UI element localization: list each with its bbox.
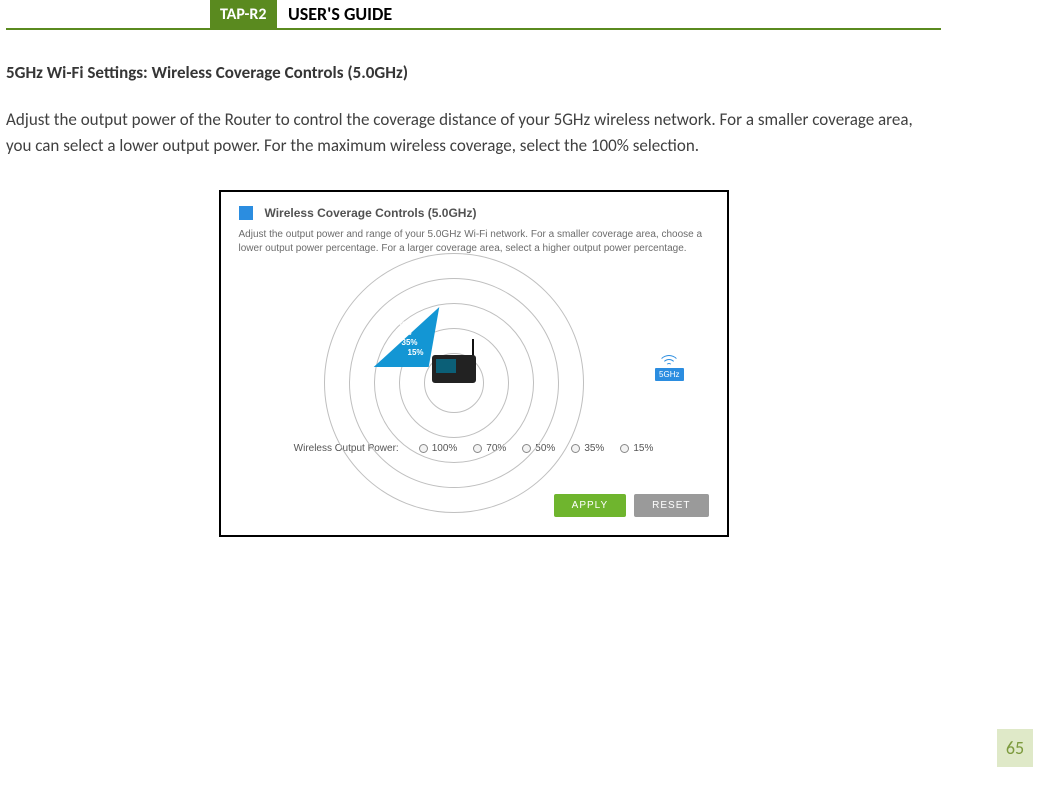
section-body: Adjust the output power of the Router to… — [6, 107, 941, 158]
page-number: 65 — [1006, 737, 1024, 759]
reset-button[interactable]: RESET — [634, 494, 708, 517]
router-body-icon — [432, 355, 476, 383]
output-power-option[interactable]: 35% — [571, 443, 604, 454]
radio-option-label: 35% — [584, 443, 604, 454]
router-icon — [428, 339, 480, 383]
coverage-wedge-labels: 100% 70% 50% 35% 15% — [384, 309, 424, 357]
wifi-icon — [658, 348, 680, 366]
panel-description: Adjust the output power and range of you… — [239, 228, 709, 255]
settings-panel: Wireless Coverage Controls (5.0GHz) Adju… — [219, 190, 729, 537]
page-header: TAP-R2 USER'S GUIDE — [0, 0, 1041, 32]
apply-button[interactable]: APPLY — [554, 494, 627, 517]
content-area: 5GHz Wi-Fi Settings: Wireless Coverage C… — [0, 32, 1041, 537]
coverage-diagram: 100% 70% 50% 35% 15% 5GHz — [264, 279, 684, 419]
page-number-box: 65 — [997, 729, 1033, 767]
panel-title: Wireless Coverage Controls (5.0GHz) — [265, 206, 477, 220]
wedge-percent-label: 50% — [396, 329, 424, 337]
band-badge: 5GHz — [655, 348, 683, 381]
radio-icon — [571, 444, 580, 453]
wedge-percent-label: 35% — [402, 339, 424, 347]
wedge-percent-label: 15% — [408, 349, 424, 357]
panel-accent-icon — [239, 206, 253, 220]
header-rule — [6, 28, 941, 30]
coverage-arc — [324, 253, 584, 513]
radio-option-label: 15% — [633, 443, 653, 454]
guide-title: USER'S GUIDE — [288, 3, 392, 25]
wedge-percent-label: 70% — [390, 319, 424, 327]
model-badge: TAP-R2 — [210, 0, 277, 28]
router-screen-icon — [436, 359, 456, 373]
radio-icon — [620, 444, 629, 453]
wedge-percent-label: 100% — [384, 309, 424, 317]
output-power-option[interactable]: 15% — [620, 443, 653, 454]
panel-header: Wireless Coverage Controls (5.0GHz) — [239, 206, 709, 220]
section-title: 5GHz Wi-Fi Settings: Wireless Coverage C… — [6, 62, 941, 83]
screenshot-wrap: Wireless Coverage Controls (5.0GHz) Adju… — [6, 190, 941, 537]
